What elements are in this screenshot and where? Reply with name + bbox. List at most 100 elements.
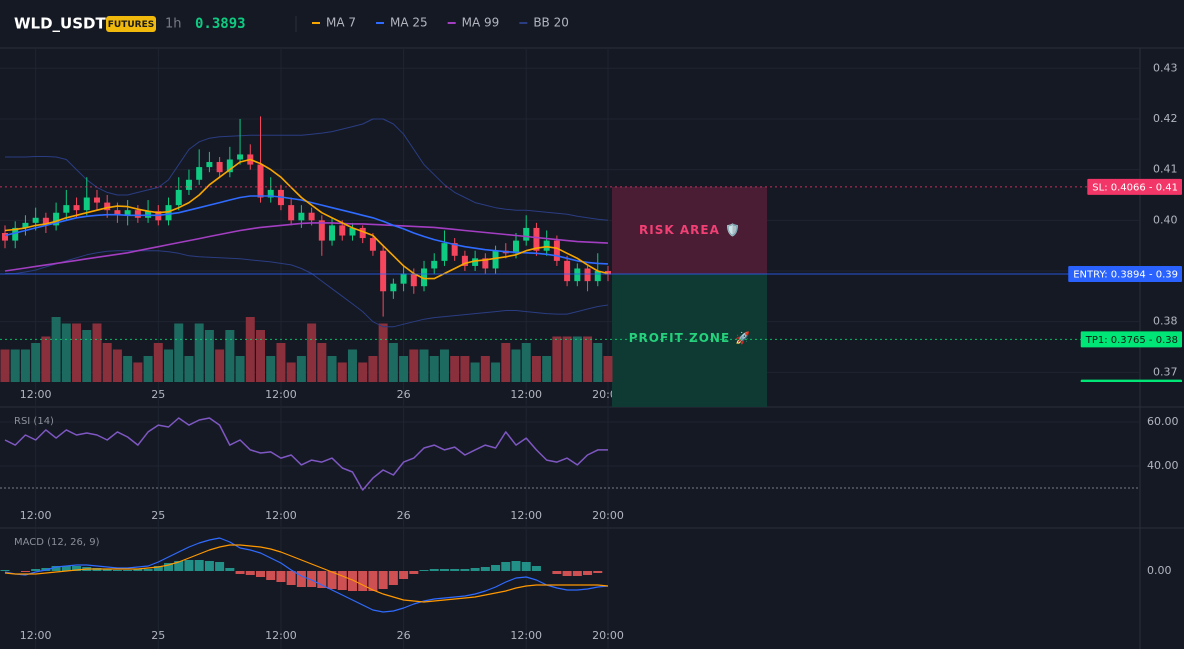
candle-body — [145, 211, 152, 218]
x-tick-label: 26 — [397, 388, 411, 401]
candle-body — [134, 210, 141, 218]
volume-bar — [583, 336, 593, 382]
volume-bar — [358, 362, 368, 382]
volume-bar — [429, 356, 439, 382]
histogram-bar — [358, 571, 368, 591]
histogram-bar — [266, 571, 276, 580]
volume-bar — [72, 323, 82, 382]
histogram-bar — [347, 571, 357, 591]
candle-body — [533, 227, 540, 251]
histogram-bar — [409, 571, 419, 574]
volume-bar — [542, 356, 552, 382]
candle-body — [400, 273, 407, 284]
volume-bar — [572, 336, 582, 382]
candle-body — [574, 268, 581, 282]
candle-body — [349, 227, 356, 236]
histogram-bar — [123, 570, 133, 571]
volume-bar — [204, 330, 214, 382]
volume-bar — [133, 362, 143, 382]
histogram-bar — [388, 571, 398, 585]
x-tick-label: 12:00 — [265, 509, 297, 522]
histogram-bar — [327, 571, 337, 589]
candle-body — [472, 258, 479, 266]
histogram-bar — [204, 561, 214, 571]
candle-body — [492, 250, 499, 269]
volume-bar — [491, 362, 501, 382]
x-tick-label: 20:00 — [592, 509, 624, 522]
interval[interactable]: 1h — [165, 17, 182, 32]
y-tick-label: 0.41 — [1153, 163, 1178, 176]
candle-body — [73, 205, 80, 211]
candle-body — [451, 243, 458, 256]
histogram-bar — [235, 571, 245, 574]
volume-bar — [82, 330, 92, 382]
histogram-bar — [378, 571, 388, 589]
histogram-bar — [194, 560, 204, 571]
zone — [612, 274, 767, 407]
volume-bar — [215, 349, 225, 382]
histogram-bar — [429, 569, 439, 571]
volume-bar — [10, 349, 20, 382]
histogram-bar — [215, 562, 225, 571]
histogram-bar — [552, 571, 562, 574]
x-tick-label: 25 — [151, 629, 165, 642]
candle-body — [390, 283, 397, 292]
histogram-bar — [143, 569, 153, 571]
histogram-bar — [256, 571, 265, 577]
candle-body — [461, 255, 468, 266]
volume-bar — [501, 343, 511, 382]
volume-bar — [603, 356, 613, 382]
x-tick-label: 12:00 — [20, 629, 52, 642]
candle-body — [114, 210, 121, 216]
volume-bar — [296, 356, 306, 382]
candle-body — [369, 238, 376, 251]
candle-body — [421, 268, 428, 287]
candle-body — [431, 260, 438, 269]
volume-bar — [378, 323, 388, 382]
rsi-panel: 12:00 25 12:00 26 12:00 20:00 40.00 60.00 — [0, 407, 1179, 528]
volume-bar — [235, 356, 245, 382]
band-lower — [5, 250, 609, 328]
histogram-bar — [112, 570, 122, 571]
histogram-bar — [480, 567, 490, 571]
histogram-bar — [531, 566, 541, 571]
candle-body — [329, 225, 336, 241]
candle-body — [513, 240, 519, 254]
volume-bar — [317, 343, 327, 382]
symbol[interactable]: WLD_USDT — [14, 15, 106, 33]
histogram-bar — [593, 571, 603, 573]
candle-body — [237, 154, 244, 160]
histogram-bar — [184, 560, 194, 571]
zone — [612, 186, 767, 275]
histogram-bar — [470, 568, 480, 571]
x-tick-label: 26 — [397, 509, 411, 522]
zone-label: PROFIT ZONE 🚀 — [629, 331, 752, 345]
y-tick-label: 0.00 — [1147, 564, 1172, 577]
candle-body — [185, 179, 192, 190]
signal-line — [4, 544, 609, 603]
candle-body — [267, 189, 274, 198]
candle-body — [2, 232, 8, 241]
level-box — [1080, 379, 1182, 382]
histogram-bar — [337, 571, 347, 590]
volume-bar — [20, 349, 30, 382]
volume-bar — [450, 356, 460, 382]
y-tick-label: 0.42 — [1153, 112, 1178, 125]
y-tick-label: 60.00 — [1147, 415, 1179, 428]
candle-body — [410, 273, 417, 287]
candle-body — [53, 212, 60, 226]
volume-bar — [327, 356, 337, 382]
volume-bar — [31, 343, 41, 382]
badge-bg — [106, 16, 156, 32]
volume-bar — [388, 343, 398, 382]
y-tick-label: 0.37 — [1153, 365, 1178, 378]
moving-average — [4, 158, 609, 280]
price-panel: 12:002512:002612:0020:000.370.380.390.40… — [0, 48, 1178, 407]
volume-bar — [256, 330, 265, 382]
x-tick-label: 12:00 — [20, 509, 52, 522]
histogram-bar — [276, 571, 286, 582]
level-box — [1087, 178, 1182, 195]
x-tick-label: 12:00 — [510, 509, 542, 522]
histogram-bar — [572, 571, 582, 576]
